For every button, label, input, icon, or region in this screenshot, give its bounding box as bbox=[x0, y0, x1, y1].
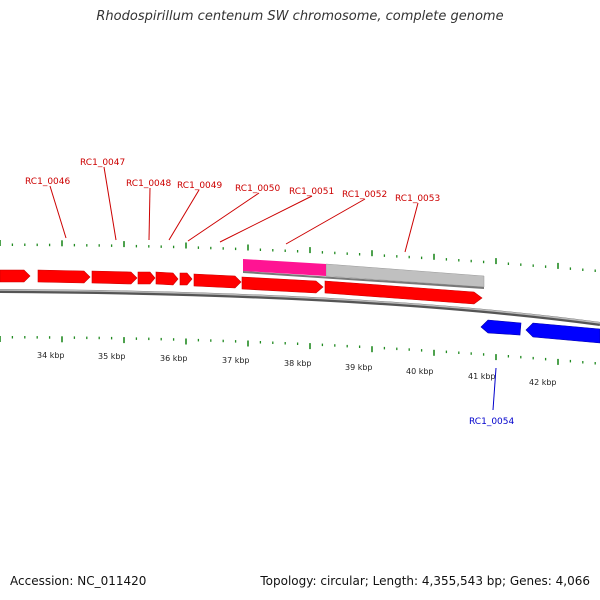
genome-summary-text: Topology: circular; Length: 4,355,543 bp… bbox=[260, 574, 590, 588]
upper-tick-track bbox=[0, 240, 596, 272]
gene-label-rc1-0048[interactable]: RC1_0048 bbox=[126, 179, 171, 189]
gene-label-rc1-0050[interactable]: RC1_0050 bbox=[235, 184, 280, 194]
gene-arrow[interactable] bbox=[179, 272, 193, 286]
leader-line bbox=[285, 198, 366, 245]
scale-label-group: 34 kbp 35 kbp 36 kbp 37 kbp 38 kbp 39 kb… bbox=[37, 351, 557, 387]
leader-line bbox=[404, 202, 419, 253]
map-title: Rhodospirillum centenum SW chromosome, c… bbox=[96, 9, 504, 24]
gene-arrow[interactable] bbox=[480, 319, 522, 336]
label-leader-lines bbox=[49, 166, 497, 411]
scale-label: 40 kbp bbox=[406, 367, 434, 376]
scale-label: 35 kbp bbox=[98, 352, 126, 361]
accession-text: Accession: NC_011420 bbox=[10, 574, 147, 588]
gene-arrow[interactable] bbox=[37, 269, 91, 284]
leader-line bbox=[187, 192, 260, 242]
gene-arrow[interactable] bbox=[91, 270, 138, 285]
gene-label-rc1-0051[interactable]: RC1_0051 bbox=[289, 187, 334, 197]
leader-line bbox=[492, 367, 497, 411]
gene-label-rc1-0053[interactable]: RC1_0053 bbox=[395, 194, 440, 204]
region-pink-bar bbox=[243, 259, 326, 276]
gene-label-rc1-0049[interactable]: RC1_0049 bbox=[177, 181, 222, 191]
scale-label: 38 kbp bbox=[284, 359, 312, 368]
scale-label: 39 kbp bbox=[345, 363, 373, 372]
gene-arrow[interactable] bbox=[525, 322, 600, 344]
backbone-highlight bbox=[0, 289, 600, 324]
gene-label-rc1-0046[interactable]: RC1_0046 bbox=[25, 177, 70, 187]
lower-tick-track bbox=[0, 336, 596, 365]
region-shadow bbox=[243, 271, 484, 289]
leader-line bbox=[49, 185, 67, 239]
reverse-gene-track bbox=[480, 319, 600, 344]
leader-line bbox=[168, 189, 200, 241]
gene-label-rc1-0047[interactable]: RC1_0047 bbox=[80, 158, 125, 168]
scale-label: 36 kbp bbox=[160, 354, 188, 363]
scale-label: 34 kbp bbox=[37, 351, 65, 360]
gene-arrow[interactable] bbox=[0, 269, 31, 283]
gene-label-rc1-0054[interactable]: RC1_0054 bbox=[469, 417, 514, 427]
leader-line bbox=[103, 166, 117, 241]
scale-label: 37 kbp bbox=[222, 356, 250, 365]
scale-label: 42 kbp bbox=[529, 378, 557, 387]
gene-arrow[interactable] bbox=[241, 276, 324, 294]
highlight-region bbox=[243, 259, 485, 289]
forward-gene-track bbox=[0, 269, 483, 305]
gene-arrow[interactable] bbox=[324, 280, 483, 305]
gene-label-rc1-0052[interactable]: RC1_0052 bbox=[342, 190, 387, 200]
gene-arrow[interactable] bbox=[193, 273, 242, 289]
leader-line bbox=[219, 195, 313, 243]
gene-label-group: RC1_0046 RC1_0047 RC1_0048 RC1_0049 RC1_… bbox=[25, 158, 514, 427]
scale-label: 41 kbp bbox=[468, 372, 496, 381]
backbone-line bbox=[0, 289, 600, 326]
gene-arrow[interactable] bbox=[137, 271, 156, 285]
leader-line bbox=[148, 187, 151, 241]
gene-arrow[interactable] bbox=[155, 271, 179, 286]
